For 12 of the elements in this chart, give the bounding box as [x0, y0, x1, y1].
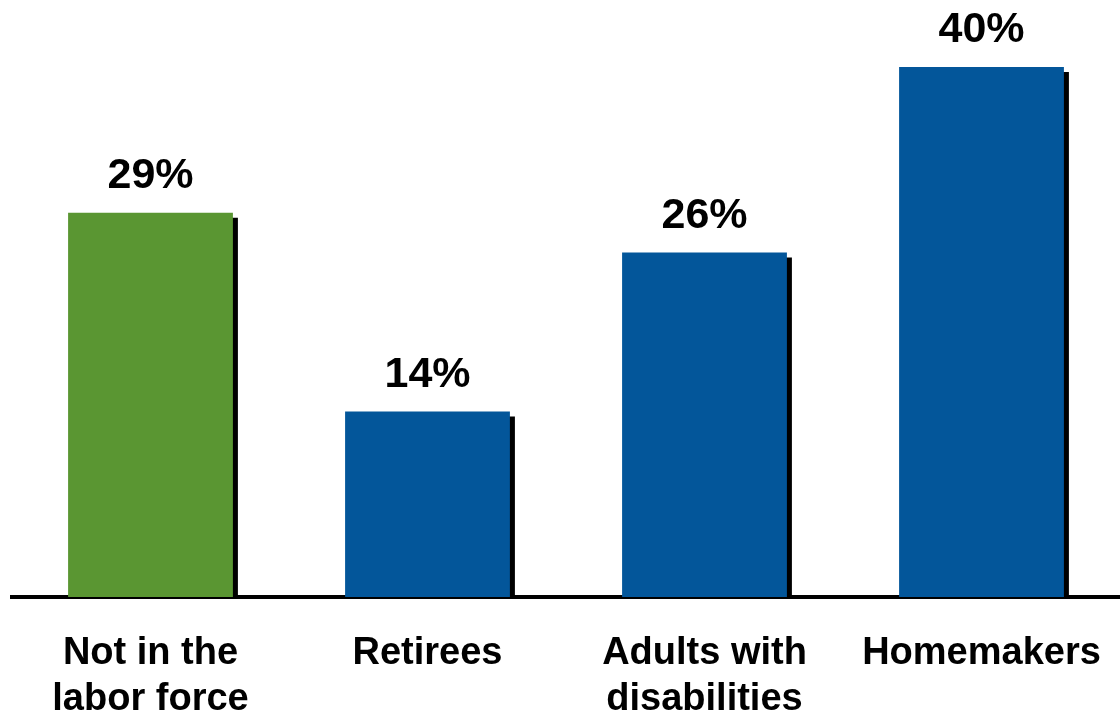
data-label: 40% [938, 3, 1025, 51]
bar [622, 252, 787, 597]
bar [345, 411, 510, 597]
x-tick-label: Homemakers [862, 630, 1101, 673]
x-tick-label: Adults with disabilities [602, 630, 807, 714]
x-tick-label: Retirees [352, 630, 503, 673]
data-label: 14% [384, 347, 471, 396]
x-tick-label: Not in the labor force [52, 630, 249, 714]
bar [899, 67, 1064, 597]
data-label: 29% [107, 148, 194, 197]
bar [68, 212, 233, 597]
data-label: 26% [661, 188, 748, 237]
